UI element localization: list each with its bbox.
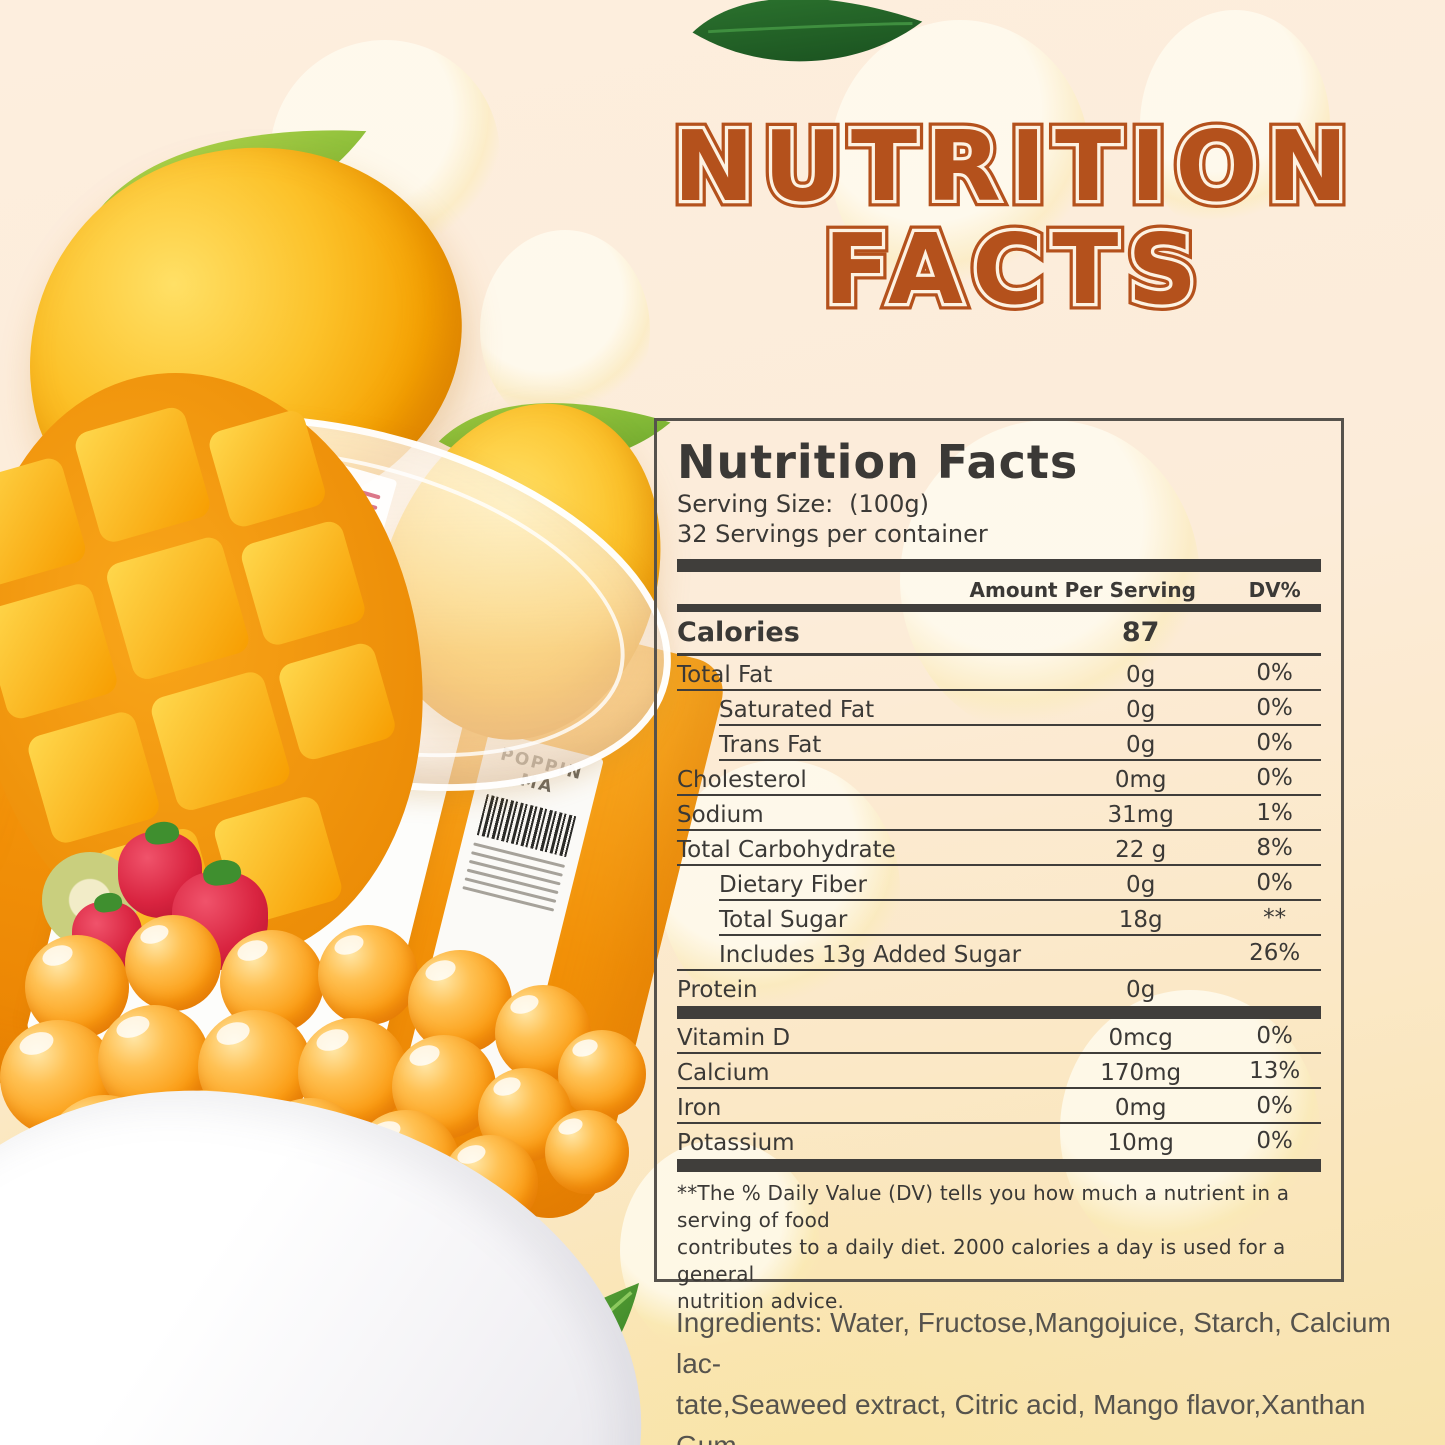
divider-bar <box>677 1159 1321 1172</box>
serving-size-value: (100g) <box>849 490 929 518</box>
mineral-dv: 0% <box>1256 1093 1293 1119</box>
nutrient-row: Total Fat 0g 0% <box>677 656 1321 691</box>
footnote-line: contributes to a daily diet. 2000 calori… <box>677 1235 1286 1286</box>
serving-size-label: Serving Size: <box>677 490 834 518</box>
nutrient-dv: 0% <box>1256 870 1293 896</box>
nutrient-row: Includes 13g Added Sugar 26% <box>677 936 1321 971</box>
nutrient-amount: 22 g <box>1115 837 1167 863</box>
footnote-line: **The % Daily Value (DV) tells you how m… <box>677 1181 1290 1232</box>
mineral-dv: 0% <box>1256 1023 1293 1049</box>
nutrient-dv: 0% <box>1256 660 1293 686</box>
nutrient-amount: 0mg <box>1114 767 1167 793</box>
ingredients-text: Ingredients: Water, Fructose,Mangojuice,… <box>676 1302 1396 1445</box>
mineral-amount: 0mcg <box>1108 1025 1173 1051</box>
mineral-dv: 0% <box>1256 1128 1293 1154</box>
nutrient-row: Sodium 31mg 1% <box>677 796 1321 831</box>
nutrient-amount: 18g <box>1118 907 1163 933</box>
mineral-label: Vitamin D <box>677 1025 791 1051</box>
ingredients-line: Ingredients: Water, Fructose,Mangojuice,… <box>676 1307 1391 1379</box>
calories-value: 87 <box>1121 617 1160 648</box>
nutrition-facts-panel: Nutrition Facts Serving Size: (100g) 32 S… <box>654 418 1344 1313</box>
nutrient-label: Sodium <box>677 802 764 828</box>
product-photo: Fanale FLAVOR THE WORLD www.FanaleDrinks… <box>0 0 730 1445</box>
nutrient-row: Saturated Fat 0g 0% <box>677 691 1321 726</box>
background-bubble <box>660 760 900 1020</box>
dv-footnote: **The % Daily Value (DV) tells you how m… <box>677 1180 1321 1315</box>
calories-row: Calories 87 <box>677 612 1321 656</box>
mineral-dv: 13% <box>1249 1058 1301 1084</box>
nutrient-row: Total Sugar 18g ** <box>677 901 1321 936</box>
nutrient-label: Cholesterol <box>677 767 807 793</box>
nutrient-label: Total Fat <box>677 662 773 688</box>
nutrient-dv: 0% <box>1256 695 1293 721</box>
mineral-row: Iron 0mg 0% <box>677 1089 1321 1124</box>
nutrient-row: Total Carbohydrate 22 g 8% <box>677 831 1321 866</box>
nutrient-amount: 31mg <box>1107 802 1174 828</box>
nutrient-row: Cholesterol 0mg 0% <box>677 761 1321 796</box>
serving-size-line: Serving Size: (100g) <box>677 489 1321 519</box>
nutrient-label: Includes 13g Added Sugar <box>719 942 1022 968</box>
background-bubble <box>900 420 1200 740</box>
nutrient-dv: 1% <box>1256 800 1293 826</box>
servings-per-container: 32 Servings per container <box>677 520 988 548</box>
nutrient-row: Protein 0g <box>677 971 1321 1006</box>
title-line2: FACTS <box>655 212 1375 328</box>
boba-ball <box>545 1110 629 1194</box>
boba-ball <box>558 1030 646 1118</box>
background-bubble <box>620 1140 820 1360</box>
nutrient-label: Saturated Fat <box>719 697 875 723</box>
background-bubble <box>1060 990 1320 1270</box>
nutrient-dv: 26% <box>1249 940 1301 966</box>
panel-heading: Nutrition Facts <box>677 435 1079 489</box>
nutrient-amount: 0g <box>1126 977 1156 1003</box>
nutrient-row: Dietary Fiber 0g 0% <box>677 866 1321 901</box>
nutrient-label: Protein <box>677 977 758 1003</box>
mineral-row: Vitamin D 0mcg 0% <box>677 1019 1321 1054</box>
ingredients-line: tate,Seaweed extract, Citric acid, Mango… <box>676 1389 1366 1445</box>
divider-bar <box>677 604 1321 612</box>
mineral-row: Potassium 10mg 0% <box>677 1124 1321 1159</box>
mineral-label: Calcium <box>677 1060 770 1086</box>
nutrient-label: Dietary Fiber <box>719 872 867 898</box>
nutrient-label: Total Sugar <box>719 907 848 933</box>
divider-bar <box>677 1006 1321 1019</box>
boba-ball <box>318 925 418 1025</box>
column-header-amount: Amount Per Serving <box>969 578 1196 602</box>
divider-bar <box>677 559 1321 572</box>
title-line1: NUTRITION <box>655 109 1375 225</box>
nutrient-amount: 0g <box>1126 732 1156 758</box>
nutrient-label: Total Carbohydrate <box>677 837 896 863</box>
nutrient-dv: 0% <box>1256 730 1293 756</box>
nutrient-dv: ** <box>1263 905 1287 931</box>
nutrient-row: Trans Fat 0g 0% <box>677 726 1321 761</box>
mineral-amount: 10mg <box>1107 1130 1174 1156</box>
mineral-label: Potassium <box>677 1130 795 1156</box>
nutrient-amount: 0g <box>1126 872 1156 898</box>
mineral-amount: 170mg <box>1100 1060 1182 1086</box>
page-title: NUTRITION FACTS <box>655 109 1375 328</box>
column-header-row: Amount Per Serving DV% <box>677 572 1321 604</box>
column-header-dv: DV% <box>1248 578 1301 602</box>
nutrient-dv: 0% <box>1256 765 1293 791</box>
footnote-line: nutrition advice. <box>677 1289 845 1313</box>
nutrient-amount: 0g <box>1126 662 1156 688</box>
nutrient-dv: 8% <box>1256 835 1293 861</box>
mineral-row: Calcium 170mg 13% <box>677 1054 1321 1089</box>
calories-label: Calories <box>677 617 800 648</box>
nutrient-label: Trans Fat <box>719 732 822 758</box>
leaf-icon <box>692 0 923 62</box>
mineral-amount: 0mg <box>1114 1095 1167 1121</box>
boba-ball <box>125 915 221 1011</box>
nutrient-amount: 0g <box>1126 697 1156 723</box>
background-bubble <box>480 230 650 430</box>
mineral-label: Iron <box>677 1095 722 1121</box>
